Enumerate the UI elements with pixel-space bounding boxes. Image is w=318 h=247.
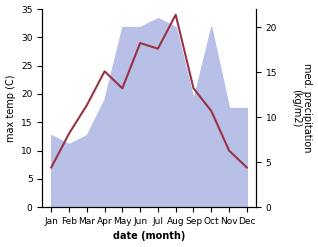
X-axis label: date (month): date (month): [113, 231, 185, 242]
Y-axis label: max temp (C): max temp (C): [5, 74, 16, 142]
Y-axis label: med. precipitation
(kg/m2): med. precipitation (kg/m2): [291, 63, 313, 153]
